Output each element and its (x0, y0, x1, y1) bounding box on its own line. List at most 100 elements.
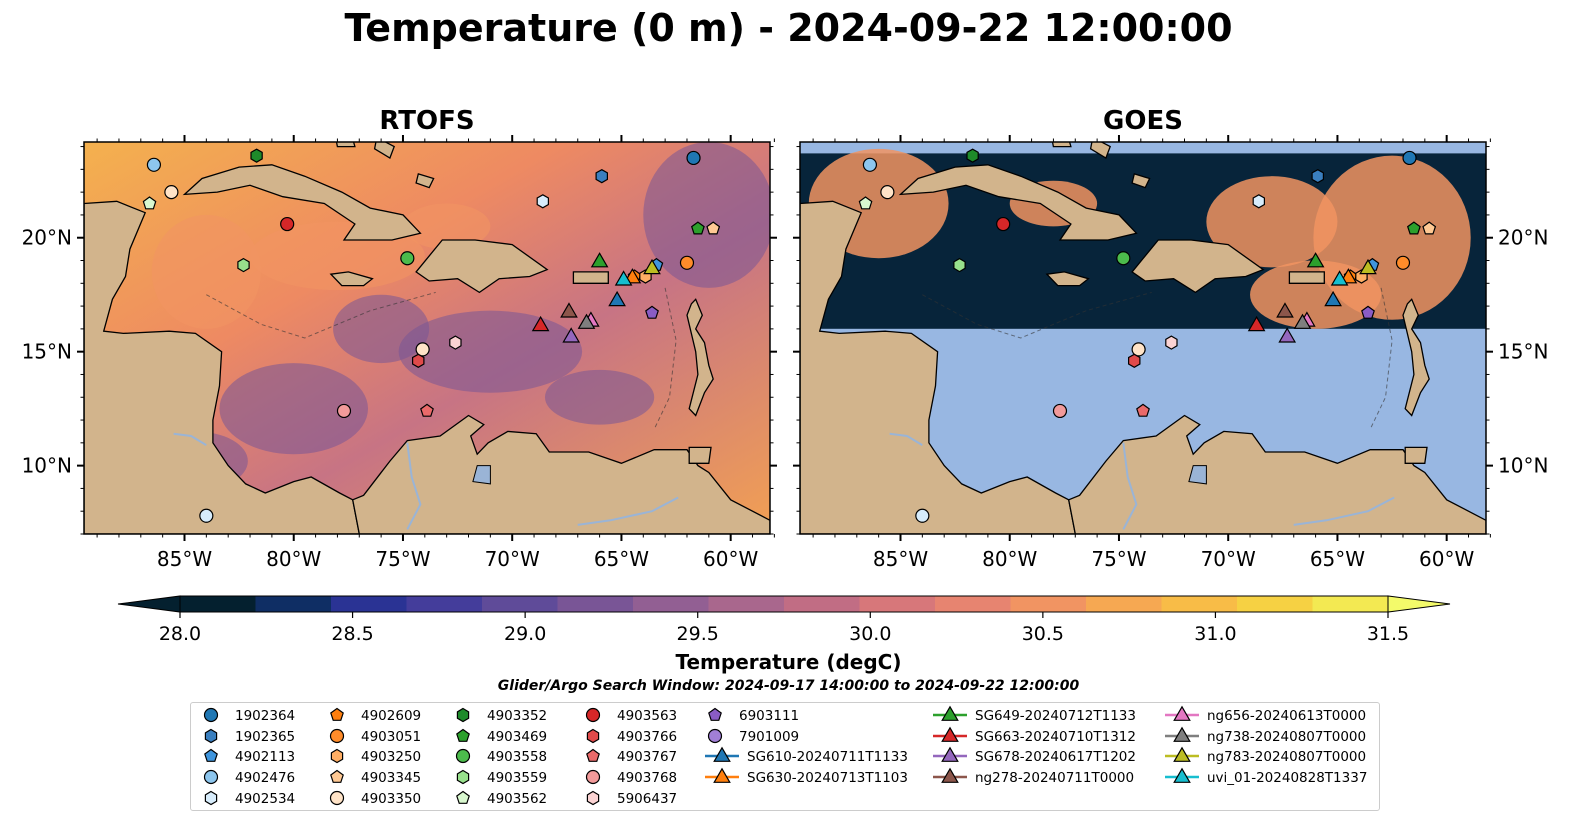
legend-entry-label: 4903469 (487, 729, 547, 745)
legend-marker (1173, 726, 1191, 742)
lat-tick-label: 15°N (1498, 340, 1548, 364)
legend-marker (203, 707, 219, 723)
marker-4903352 (966, 148, 979, 163)
legend-entry-label: 4902609 (361, 708, 421, 724)
legend-entry-label: 4903562 (487, 791, 547, 807)
marker-1902365 (595, 169, 609, 184)
colorbar-bin (1312, 596, 1389, 612)
marker-ng278-20240711t0000 (1276, 302, 1294, 318)
land-trinidad (1404, 446, 1428, 464)
lon-tick-label: 70°W (485, 547, 540, 571)
marker-4903051 (1395, 255, 1411, 270)
colorbar-bin (1086, 596, 1162, 612)
land-lesser-antilles (686, 298, 714, 417)
land-hispaniola (415, 239, 549, 294)
legend-entry-label: SG663-20240710T1312 (975, 729, 1136, 745)
marker-4903562 (142, 196, 157, 210)
lat-tick-label: 10°N (1498, 454, 1548, 478)
legend-entry-label: 4902113 (235, 749, 295, 765)
land-puertorico (1288, 271, 1325, 284)
legend-marker (330, 707, 344, 721)
marker-1902364 (686, 150, 701, 166)
marker-4902534 (1252, 194, 1266, 209)
legend-marker (204, 790, 218, 806)
legend-marker (203, 769, 219, 785)
legend-marker (586, 790, 600, 806)
colorbar-bin (557, 596, 634, 612)
colorbar-bin (935, 596, 1011, 612)
colorbar-tick-label: 29.0 (504, 623, 546, 645)
colorbar-bin (482, 596, 558, 612)
legend-marker (586, 748, 600, 762)
marker-4903469 (690, 221, 705, 235)
temperature-colorbar: 28.0 28.5 29.0 29.5 30.0 30.5 31.0 31.5 (117, 595, 1451, 645)
marker-sg663-20240710t1312 (531, 315, 550, 332)
legend-entry-label: ng738-20240807T0000 (1207, 729, 1366, 745)
colorbar-bin (1161, 596, 1238, 612)
land-bahamas1 (1051, 142, 1072, 148)
legend-entry-label: ng656-20240613T0000 (1207, 708, 1366, 724)
marker-1902365 (1311, 169, 1325, 184)
legend-marker (708, 707, 722, 721)
marker-4903559 (953, 257, 966, 273)
marker-sg649-20240712t1133 (590, 252, 609, 268)
legend-entry-label: SG610-20240711T1133 (747, 749, 908, 765)
legend-marker (585, 707, 601, 723)
land-bahamas3 (415, 173, 435, 189)
colorbar-extend-max (1387, 595, 1451, 613)
legend-entry-label: SG678-20240617T1202 (975, 749, 1136, 765)
legend-marker (1173, 705, 1191, 721)
lon-tick-label: 75°W (375, 547, 430, 571)
colorbar-bin (1010, 596, 1087, 612)
legend-entry-label: 4903563 (617, 708, 677, 724)
figure-title: Temperature (0 m) - 2024-09-22 12:00:00 (344, 6, 1233, 50)
marker-4903345 (1422, 221, 1437, 235)
colorbar-bin (406, 596, 483, 612)
colorbar-bin (180, 596, 256, 612)
marker-4903350 (415, 342, 430, 357)
land-cuba (898, 164, 1138, 241)
marker-sg678-20240617t1202 (562, 327, 581, 343)
legend-marker (456, 790, 470, 804)
legend-entry-label: SG649-20240712T1133 (975, 708, 1136, 724)
marker-sg649-20240712t1133 (1306, 252, 1325, 268)
marker-6903111 (1361, 305, 1375, 319)
legend-marker (713, 746, 731, 762)
colorbar-bin (255, 596, 332, 612)
colorbar-tick-label: 29.5 (677, 623, 719, 645)
colorbar-bin (708, 596, 785, 612)
legend-marker (330, 748, 344, 764)
marker-4903767 (1136, 403, 1150, 417)
legend-entry-label: 6903111 (739, 708, 799, 724)
marker-ng738-20240807t0000 (577, 313, 596, 329)
colorbar-tick-label: 31.0 (1194, 623, 1236, 645)
marker-1902364 (1402, 150, 1417, 166)
legend-entry-label: 4903767 (617, 749, 677, 765)
legend-entry-label: 4903345 (361, 770, 421, 786)
land-central-america (800, 200, 1076, 534)
legend-entry-label: ng278-20240711T0000 (975, 770, 1134, 786)
land-cuba (182, 164, 422, 241)
legend-marker (1173, 767, 1191, 783)
lat-tick-label: 20°N (22, 226, 72, 250)
colorbar-label: Temperature (degC) (675, 650, 902, 674)
colorbar-tick-label: 28.0 (159, 623, 201, 645)
marker-4903766 (1127, 353, 1141, 368)
goes-map-panel: 85°W 80°W 75°W 70°W 65°W 60°W 20°N 15°N 10°N (793, 135, 1548, 571)
legend-entry-label: 4902476 (235, 770, 295, 786)
legend-marker (330, 769, 344, 783)
marker-ng783-20240807t0000 (1359, 258, 1377, 275)
marker-4903558 (1116, 251, 1131, 266)
legend-entry-label: uvi_01-20240828T1337 (1207, 770, 1367, 786)
marker-ng783-20240807t0000 (643, 258, 661, 275)
legend-entry-label: 7901009 (739, 729, 799, 745)
marker-sg610-20240711t1133 (1324, 290, 1342, 307)
legend-entry-label: SG630-20240713T1103 (747, 770, 908, 786)
colorbar-bin (859, 596, 936, 612)
legend-marker (586, 728, 600, 744)
colorbar-tick-label: 30.0 (849, 623, 891, 645)
marker-ng738-20240807t0000 (1293, 313, 1312, 329)
legend-marker (456, 707, 470, 723)
legend-entry-label: 4903768 (617, 770, 677, 786)
